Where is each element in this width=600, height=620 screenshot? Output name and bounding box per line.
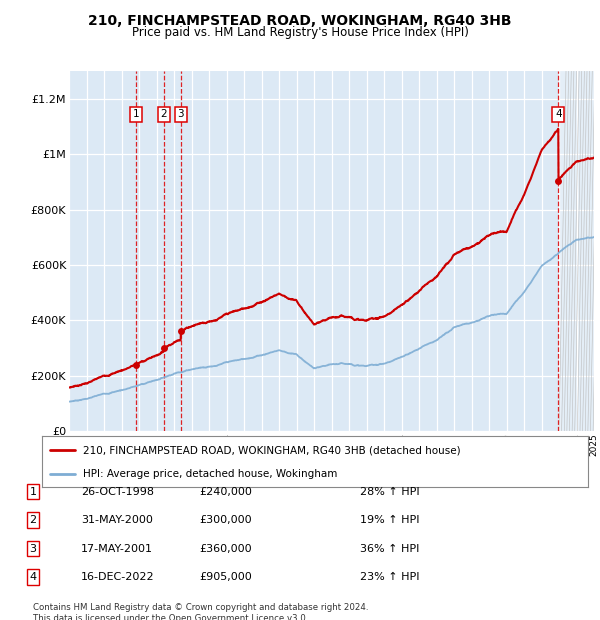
Text: 31-MAY-2000: 31-MAY-2000 [81,515,153,525]
Text: 2: 2 [161,109,167,119]
Text: Contains HM Land Registry data © Crown copyright and database right 2024.
This d: Contains HM Land Registry data © Crown c… [33,603,368,620]
Text: 2: 2 [29,515,37,525]
Text: £360,000: £360,000 [199,544,252,554]
Text: 36% ↑ HPI: 36% ↑ HPI [360,544,419,554]
Text: 16-DEC-2022: 16-DEC-2022 [81,572,155,582]
Text: £905,000: £905,000 [199,572,252,582]
Text: £240,000: £240,000 [199,487,252,497]
Text: 3: 3 [29,544,37,554]
Text: 1: 1 [29,487,37,497]
Text: 1: 1 [133,109,139,119]
Text: 23% ↑ HPI: 23% ↑ HPI [360,572,419,582]
Text: 210, FINCHAMPSTEAD ROAD, WOKINGHAM, RG40 3HB: 210, FINCHAMPSTEAD ROAD, WOKINGHAM, RG40… [88,14,512,28]
Text: Price paid vs. HM Land Registry's House Price Index (HPI): Price paid vs. HM Land Registry's House … [131,26,469,39]
Bar [559,71,594,431]
Text: 26-OCT-1998: 26-OCT-1998 [81,487,154,497]
Text: £300,000: £300,000 [199,515,252,525]
Text: HPI: Average price, detached house, Wokingham: HPI: Average price, detached house, Woki… [83,469,337,479]
Text: 19% ↑ HPI: 19% ↑ HPI [360,515,419,525]
Text: 210, FINCHAMPSTEAD ROAD, WOKINGHAM, RG40 3HB (detached house): 210, FINCHAMPSTEAD ROAD, WOKINGHAM, RG40… [83,445,461,455]
Text: 17-MAY-2001: 17-MAY-2001 [81,544,153,554]
Text: 4: 4 [29,572,37,582]
Text: 28% ↑ HPI: 28% ↑ HPI [360,487,419,497]
Text: 3: 3 [178,109,184,119]
Text: 4: 4 [555,109,562,119]
